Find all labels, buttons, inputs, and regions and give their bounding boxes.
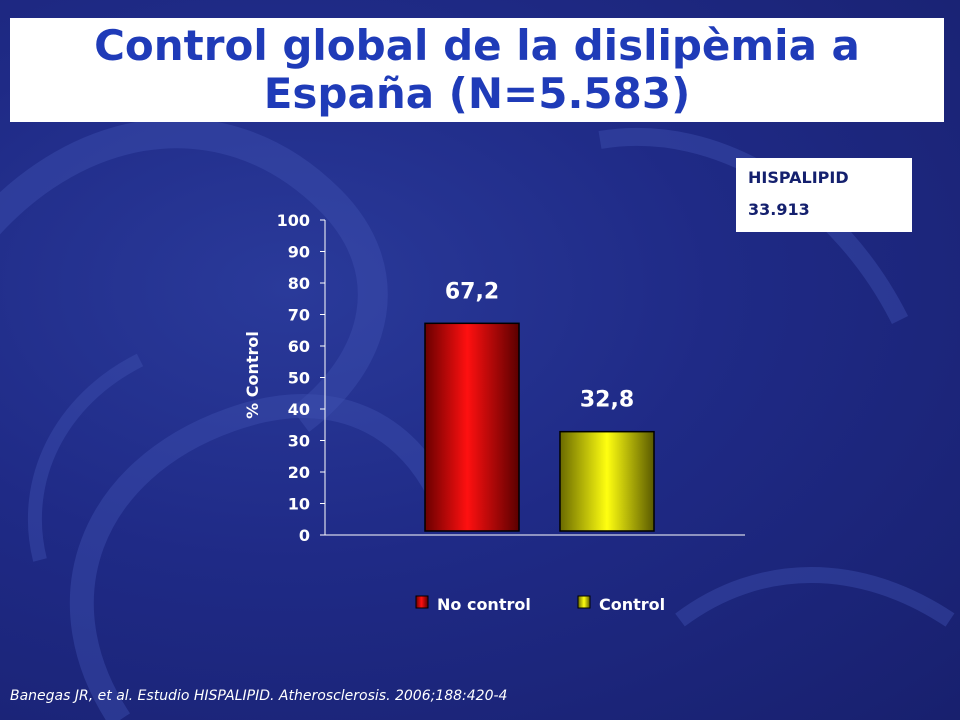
legend-label: Control [599, 595, 665, 614]
y-tick-label: 90 [288, 243, 310, 262]
info-box: HISPALIPID 33.913 [736, 158, 912, 232]
info-box-line1: HISPALIPID [748, 168, 849, 187]
y-tick-label: 20 [288, 463, 310, 482]
citation: Banegas JR, et al. Estudio HISPALIPID. A… [10, 688, 508, 704]
y-tick-label: 50 [288, 369, 310, 388]
y-tick-label: 10 [288, 495, 310, 514]
y-tick-label: 60 [288, 337, 310, 356]
slide-title: Control global de la dislipèmia a España… [94, 21, 860, 118]
bar-control [559, 430, 655, 532]
y-tick-label: 40 [288, 400, 310, 419]
legend-swatch-control [577, 595, 591, 609]
y-tick-label: 30 [288, 432, 310, 451]
y-tick-label: 100 [277, 211, 310, 230]
title-box: Control global de la dislipèmia a España… [10, 18, 944, 122]
y-tick-label: 0 [299, 526, 310, 545]
legend-swatch-no-control [415, 595, 429, 609]
y-tick-label: 80 [288, 274, 310, 293]
y-axis-label: % Control [243, 331, 262, 419]
y-tick-label: 70 [288, 306, 310, 325]
data-label: 67,2 [445, 279, 499, 304]
bar-no-control [424, 322, 520, 532]
data-label: 32,8 [580, 388, 634, 413]
info-box-line2: 33.913 [748, 200, 810, 219]
legend-label: No control [437, 595, 531, 614]
